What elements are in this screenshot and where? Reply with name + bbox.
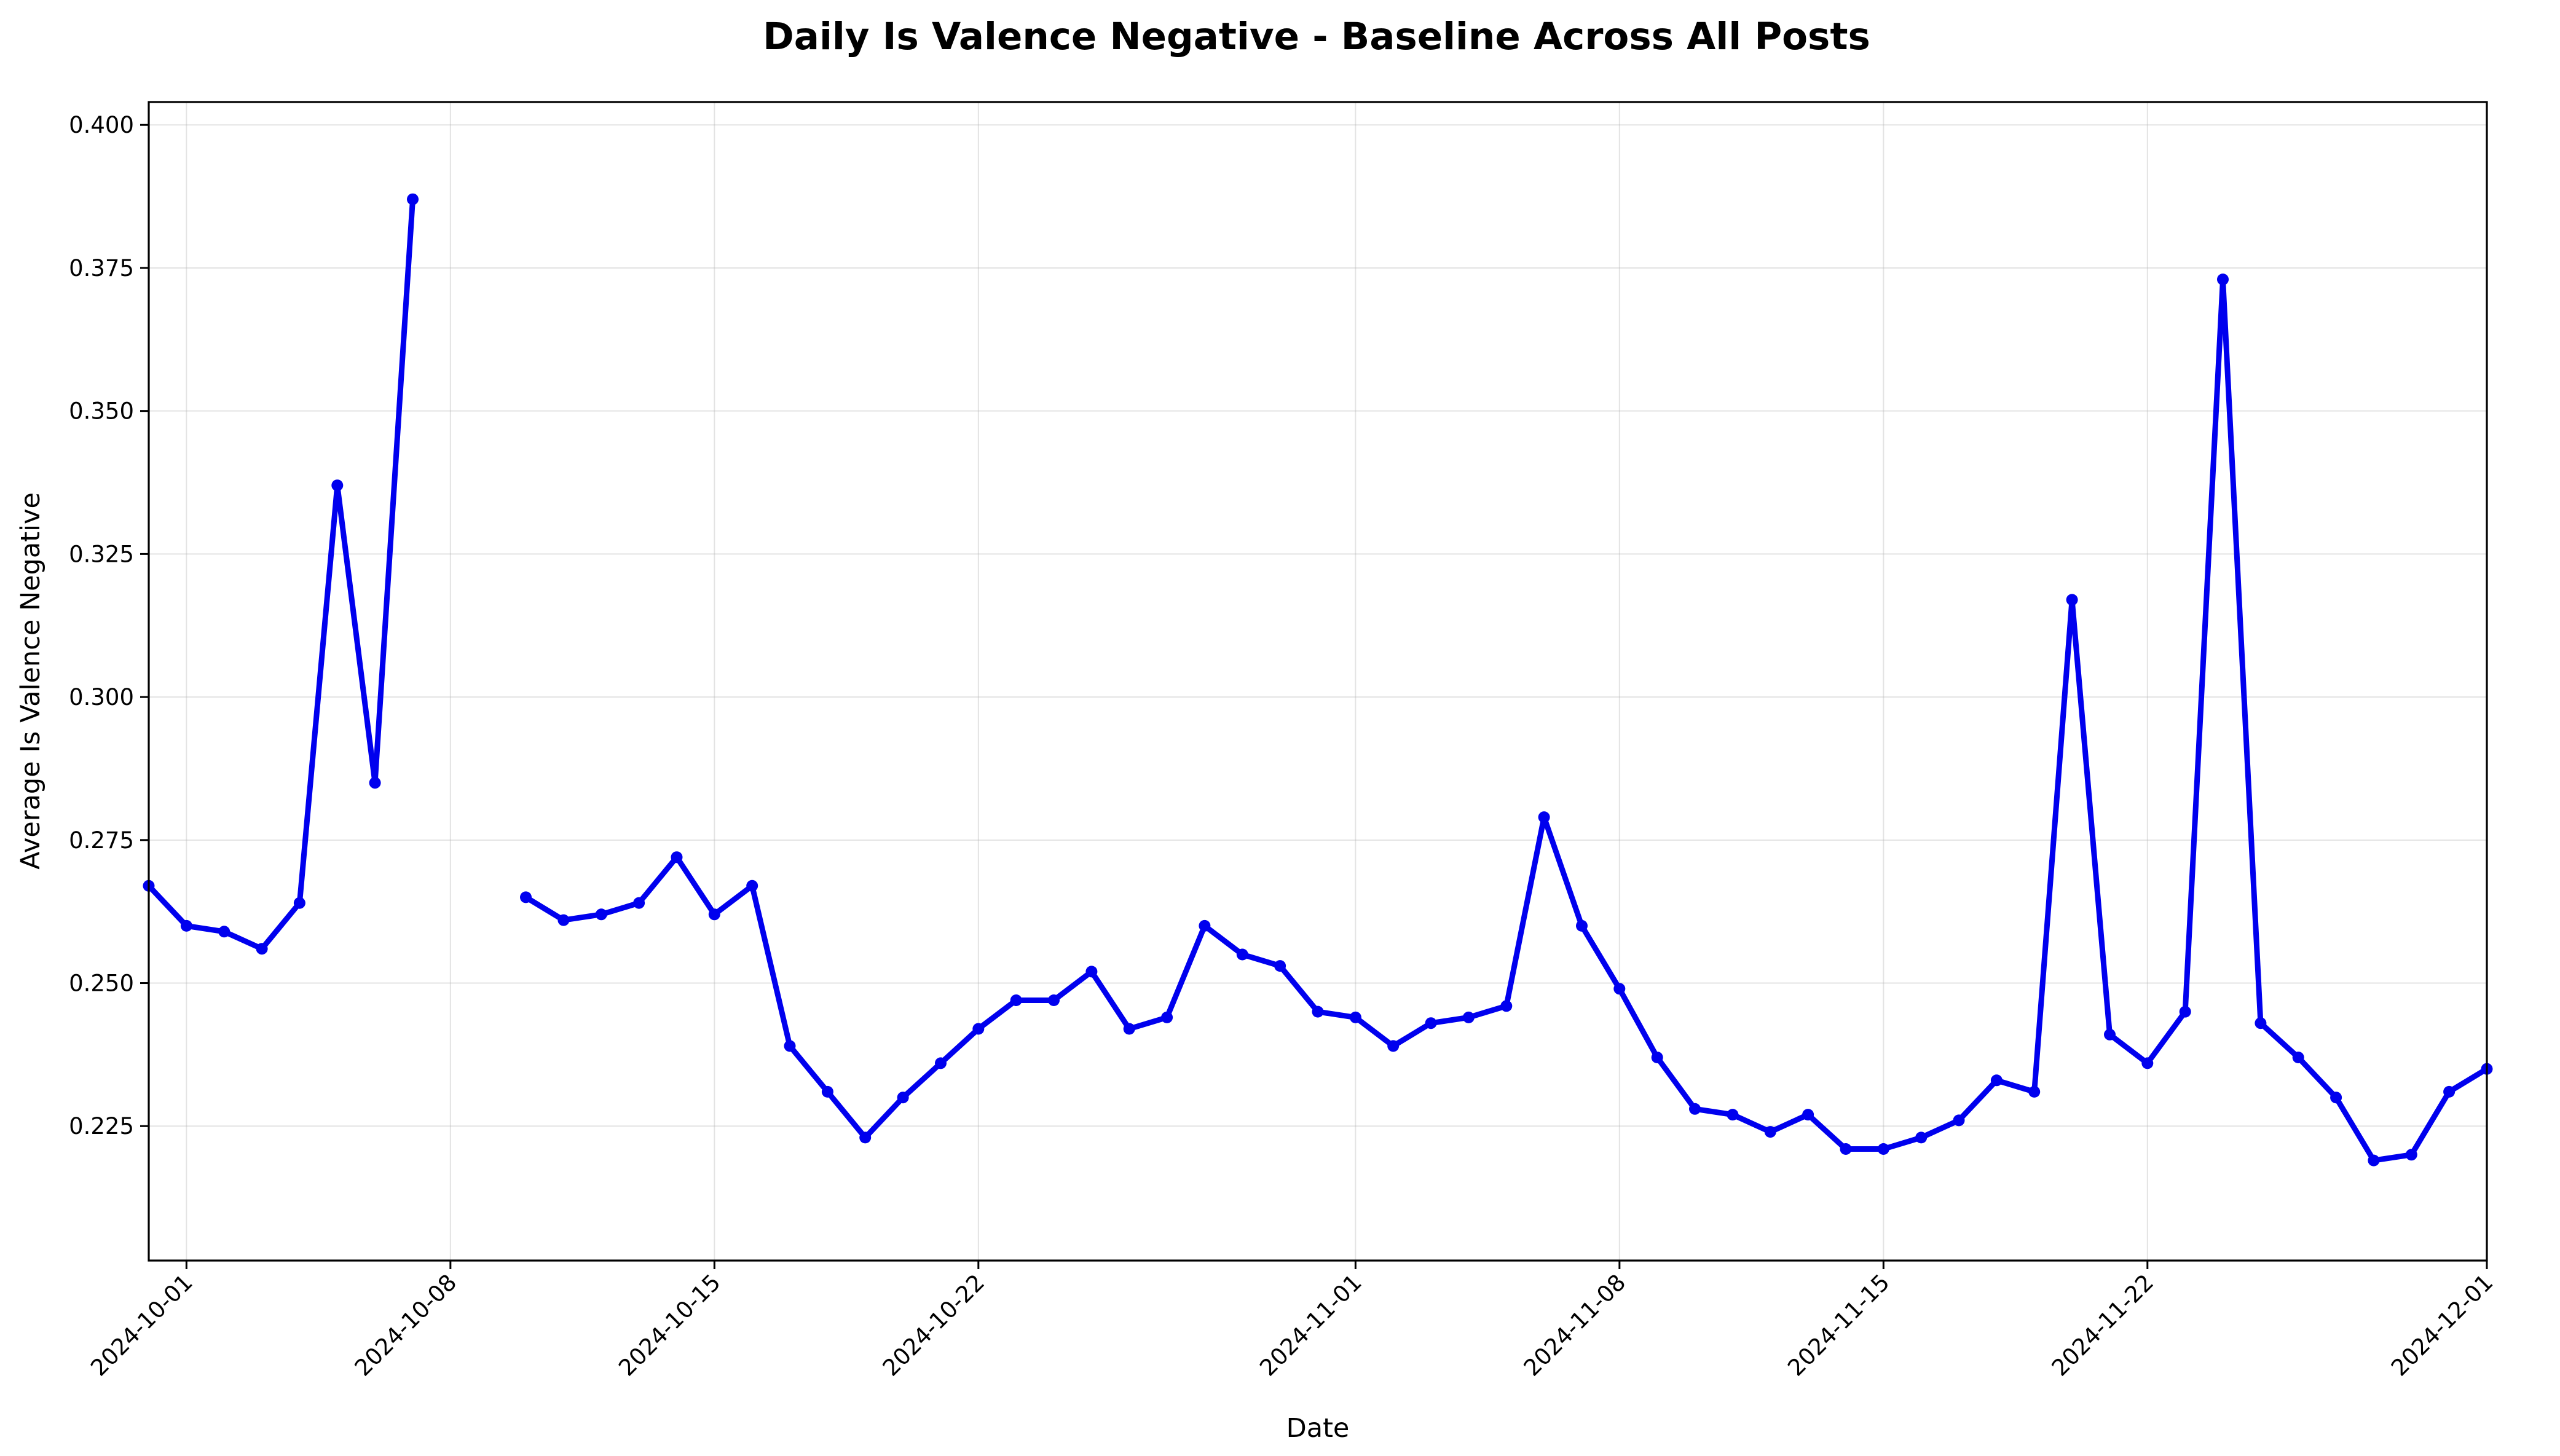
data-point	[1500, 1000, 1513, 1012]
chart-title: Daily Is Valence Negative - Baseline Acr…	[763, 15, 1870, 58]
data-point	[1802, 1109, 1814, 1121]
y-axis: 0.225 0.250 0.275 0.300 0.325 0.350 0.375 0.400	[69, 112, 149, 1139]
y-tick-label: 0.375	[69, 255, 134, 281]
data-point	[633, 897, 645, 909]
data-point	[935, 1057, 947, 1069]
x-tick-label: 2024-11-01	[1254, 1269, 1366, 1381]
data-point	[746, 880, 758, 892]
data-point	[2292, 1052, 2304, 1063]
data-point	[331, 479, 344, 492]
data-point	[1538, 811, 1550, 824]
data-point	[821, 1085, 833, 1098]
data-point	[2104, 1028, 2116, 1041]
data-point	[2217, 273, 2229, 286]
data-point	[2179, 1005, 2191, 1018]
data-point	[180, 919, 192, 932]
y-tick-label: 0.300	[69, 684, 134, 710]
data-point	[859, 1131, 872, 1144]
data-point	[1613, 983, 1626, 995]
y-tick-label: 0.250	[69, 970, 134, 997]
data-point	[520, 891, 532, 903]
data-point	[1199, 919, 1211, 932]
series-line	[146, 196, 416, 952]
x-tick-label: 2024-12-01	[2386, 1269, 2498, 1381]
data-point	[1425, 1017, 1437, 1029]
y-tick-label: 0.400	[69, 112, 134, 138]
data-point	[557, 914, 570, 926]
data-point	[784, 1040, 796, 1052]
data-point	[671, 851, 683, 864]
data-point	[2141, 1057, 2154, 1069]
data-point	[897, 1092, 909, 1104]
data-point	[1764, 1126, 1776, 1138]
data-point	[1387, 1040, 1400, 1052]
data-point	[1161, 1011, 1173, 1023]
data-point	[972, 1023, 985, 1035]
x-tick-label: 2024-11-15	[1782, 1269, 1894, 1381]
data-point	[1576, 919, 1588, 932]
data-point	[2443, 1085, 2456, 1098]
data-point	[2066, 594, 2078, 606]
data-point	[2028, 1085, 2041, 1098]
data-point	[1312, 1005, 1324, 1018]
data-point	[2330, 1092, 2342, 1104]
data-point	[1274, 960, 1286, 972]
data-point	[708, 908, 720, 921]
y-tick-label: 0.225	[69, 1113, 134, 1139]
points-layer	[143, 193, 2493, 1167]
data-point	[1123, 1023, 1135, 1035]
x-tick-label: 2024-10-01	[85, 1269, 197, 1381]
data-point	[1727, 1109, 1739, 1121]
y-tick-label: 0.275	[69, 827, 134, 854]
x-tick-label: 2024-10-08	[350, 1269, 462, 1381]
data-point	[1953, 1114, 1965, 1127]
data-point	[1689, 1103, 1701, 1115]
data-point	[1236, 948, 1248, 961]
data-point	[218, 926, 230, 938]
data-point	[1651, 1052, 1663, 1063]
y-axis-label: Average Is Valence Negative	[15, 492, 46, 870]
data-point	[1010, 994, 1022, 1006]
y-tick-label: 0.350	[69, 398, 134, 425]
data-point	[1462, 1011, 1475, 1023]
x-tick-label: 2024-11-08	[1519, 1269, 1631, 1381]
plot-frame	[148, 101, 2488, 1262]
data-point	[369, 777, 381, 789]
x-tick-label: 2024-10-15	[613, 1269, 725, 1381]
data-point	[1085, 966, 1098, 978]
x-axis: 2024-10-01 2024-10-08 2024-10-15 2024-10-22…	[85, 1261, 2498, 1381]
x-tick-label: 2024-10-22	[878, 1269, 990, 1381]
y-tick-label: 0.325	[69, 541, 134, 567]
data-point	[2405, 1149, 2417, 1161]
x-tick-label: 2024-11-22	[2047, 1269, 2159, 1381]
data-point	[1915, 1131, 1928, 1144]
data-point	[407, 193, 419, 205]
data-point	[1048, 994, 1060, 1006]
data-point	[293, 897, 305, 909]
data-point	[2368, 1154, 2380, 1167]
data-point	[1877, 1143, 1889, 1155]
x-axis-label: Date	[1286, 1413, 1350, 1444]
data-point	[1349, 1011, 1361, 1023]
data-point	[595, 908, 607, 921]
grid	[149, 102, 2487, 1261]
data-point	[2255, 1017, 2267, 1029]
data-point	[256, 943, 268, 955]
data-point	[1840, 1143, 1852, 1155]
data-point	[1990, 1074, 2003, 1087]
